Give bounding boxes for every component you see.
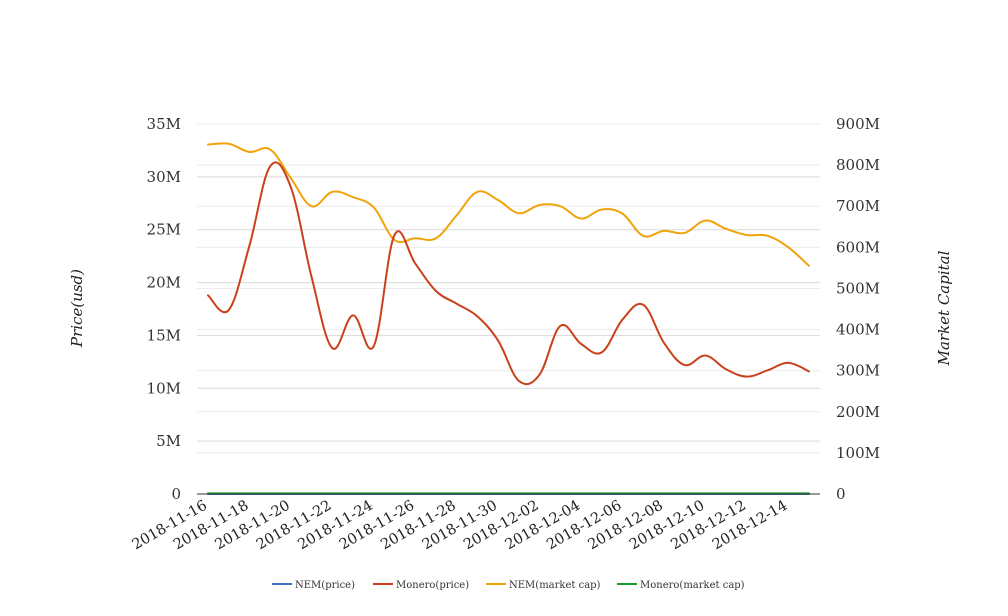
legend-label-nem-price: NEM(price) [295,580,355,591]
right-y-tick-label: 200M [836,403,880,421]
left-y-tick-label: 30M [147,168,181,186]
legend-label-nem-market-cap: NEM(market cap) [509,580,601,591]
right-y-tick-label: 900M [836,115,880,133]
left-y-axis-ticks: 0 5M 10M 15M 20M 25M 30M 35M [147,115,181,503]
grid-lines [197,123,820,454]
left-y-tick-label: 0 [171,485,181,503]
x-axis-ticks: 2018-11-162018-11-182018-11-202018-11-22… [130,498,791,554]
right-y-tick-label: 500M [836,279,880,297]
right-y-axis-ticks: 0 100M 200M 300M 400M 500M 600M 700M 800M 900M [836,115,880,503]
right-y-axis-title: Market Capital [935,250,953,366]
right-y-tick-label: 0 [836,485,846,503]
right-y-tick-label: 300M [836,362,880,380]
left-y-tick-label: 20M [147,274,181,292]
legend-label-monero-price: Monero(price) [396,580,469,591]
left-y-tick-label: 35M [147,115,181,133]
right-y-tick-label: 100M [836,444,880,462]
left-y-tick-label: 5M [156,432,181,450]
right-y-tick-label: 800M [836,156,880,174]
left-y-tick-label: 25M [147,221,181,239]
series-line-monero-price [207,161,810,386]
legend-label-monero-market-cap: Monero(market cap) [640,580,745,591]
left-y-tick-label: 10M [147,379,181,397]
series-line-nem-market-cap [207,142,810,267]
right-y-tick-label: 700M [836,197,880,215]
legend: NEM(price) Monero(price) NEM(market cap) Mo… [272,580,745,591]
left-y-axis-title: Price(usd) [68,269,86,348]
left-y-tick-label: 15M [147,326,181,344]
right-y-tick-label: 600M [836,238,880,256]
right-y-tick-label: 400M [836,321,880,339]
